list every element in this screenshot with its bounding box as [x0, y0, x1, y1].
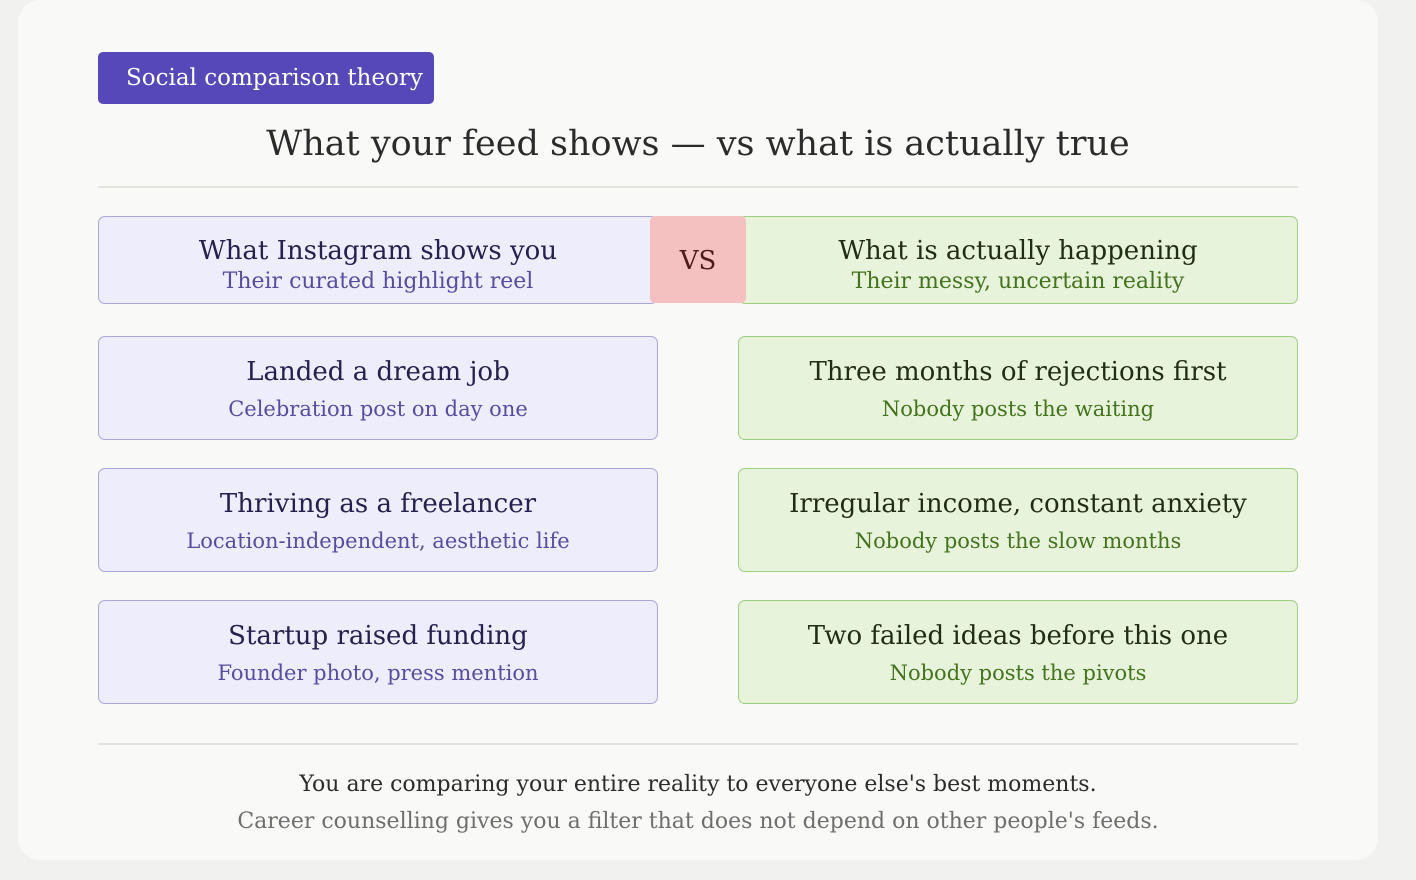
right-comparison-card: Three months of rejections first Nobody … — [738, 336, 1298, 440]
right-comparison-card: Irregular income, constant anxiety Nobod… — [738, 468, 1298, 572]
footer-note: Career counselling gives you a filter th… — [237, 809, 1159, 834]
right-header-title: What is actually happening — [838, 236, 1198, 266]
card-title: Startup raised funding — [228, 621, 528, 651]
card-subtitle: Location-independent, aesthetic life — [186, 529, 570, 553]
page-title: What your feed shows — vs what is actual… — [266, 124, 1130, 164]
right-comparison-card: Two failed ideas before this one Nobody … — [738, 600, 1298, 704]
card-title: Three months of rejections first — [809, 357, 1227, 387]
card-subtitle: Nobody posts the waiting — [881, 397, 1155, 421]
topic-badge: Social comparison theory — [98, 52, 434, 104]
card-title: Two failed ideas before this one — [807, 621, 1229, 651]
left-comparison-card: Startup raised funding Founder photo, pr… — [98, 600, 658, 704]
left-header-subtitle: Their curated highlight reel — [222, 269, 534, 294]
left-column-header: What Instagram shows you Their curated h… — [98, 216, 658, 304]
footer-statement: You are comparing your entire reality to… — [299, 772, 1097, 797]
vs-badge: VS — [650, 216, 746, 303]
card-title: Thriving as a freelancer — [219, 489, 537, 519]
title-divider — [98, 186, 1298, 188]
left-header-title: What Instagram shows you — [198, 236, 558, 266]
card-subtitle: Nobody posts the pivots — [889, 661, 1147, 685]
card-title: Irregular income, constant anxiety — [789, 489, 1247, 519]
left-comparison-card: Landed a dream job Celebration post on d… — [98, 336, 658, 440]
right-header-subtitle: Their messy, uncertain reality — [851, 269, 1185, 294]
right-column-header: What is actually happening Their messy, … — [738, 216, 1298, 304]
card-subtitle: Nobody posts the slow months — [854, 529, 1182, 553]
left-comparison-card: Thriving as a freelancer Location-indepe… — [98, 468, 658, 572]
card-title: Landed a dream job — [246, 357, 510, 387]
card-subtitle: Founder photo, press mention — [217, 661, 539, 685]
footer-divider — [98, 743, 1298, 745]
card-subtitle: Celebration post on day one — [228, 397, 528, 421]
